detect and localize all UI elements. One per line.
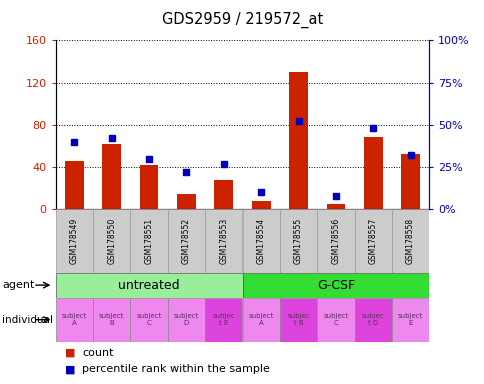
Bar xyxy=(400,154,419,209)
Bar xyxy=(251,201,270,209)
Text: count: count xyxy=(82,348,114,358)
Bar xyxy=(317,209,354,273)
Text: untreated: untreated xyxy=(118,279,180,291)
Text: GSM178553: GSM178553 xyxy=(219,218,228,264)
Text: GSM178551: GSM178551 xyxy=(144,218,153,264)
Text: GDS2959 / 219572_at: GDS2959 / 219572_at xyxy=(162,12,322,28)
Text: ■: ■ xyxy=(65,348,76,358)
Bar xyxy=(354,298,391,342)
Bar xyxy=(242,298,279,342)
Bar xyxy=(391,298,428,342)
Text: subject
D: subject D xyxy=(173,313,199,326)
Point xyxy=(71,139,78,145)
Text: GSM178549: GSM178549 xyxy=(70,218,79,264)
Text: subject
A: subject A xyxy=(248,313,273,326)
Text: GSM178552: GSM178552 xyxy=(182,218,191,264)
Bar xyxy=(214,180,233,209)
Bar xyxy=(65,161,84,209)
Text: subject
B: subject B xyxy=(99,313,124,326)
Bar xyxy=(326,204,345,209)
Text: GSM178556: GSM178556 xyxy=(331,218,340,264)
Bar xyxy=(56,273,242,298)
Bar xyxy=(177,194,196,209)
Text: GSM178554: GSM178554 xyxy=(256,218,265,264)
Text: subjec
t D: subjec t D xyxy=(361,313,384,326)
Bar xyxy=(167,209,205,273)
Bar xyxy=(242,209,279,273)
Text: subject
C: subject C xyxy=(322,313,348,326)
Bar xyxy=(139,165,158,209)
Bar xyxy=(130,209,167,273)
Point xyxy=(145,156,153,162)
Text: ■: ■ xyxy=(65,364,76,374)
Bar xyxy=(130,298,167,342)
Bar xyxy=(93,209,130,273)
Point xyxy=(294,118,302,124)
Bar xyxy=(279,298,317,342)
Text: subject
A: subject A xyxy=(61,313,87,326)
Bar xyxy=(56,298,93,342)
Bar xyxy=(354,209,391,273)
Text: subject
E: subject E xyxy=(397,313,423,326)
Bar xyxy=(167,298,205,342)
Bar xyxy=(205,298,242,342)
Text: G-CSF: G-CSF xyxy=(316,279,354,291)
Bar xyxy=(279,209,317,273)
Text: GSM178555: GSM178555 xyxy=(293,218,302,264)
Bar xyxy=(102,144,121,209)
Text: subject
C: subject C xyxy=(136,313,162,326)
Point xyxy=(182,169,190,175)
Point xyxy=(257,189,265,195)
Bar xyxy=(363,137,382,209)
Bar xyxy=(288,72,307,209)
Bar xyxy=(391,209,428,273)
Point xyxy=(219,161,227,167)
Text: GSM178550: GSM178550 xyxy=(107,218,116,264)
Text: GSM178558: GSM178558 xyxy=(405,218,414,264)
Text: percentile rank within the sample: percentile rank within the sample xyxy=(82,364,270,374)
Point xyxy=(331,193,339,199)
Text: subjec
t E: subjec t E xyxy=(212,313,235,326)
Point xyxy=(369,125,377,131)
Text: individual: individual xyxy=(2,314,53,325)
Text: agent: agent xyxy=(2,280,35,290)
Bar xyxy=(242,273,428,298)
Point xyxy=(406,152,413,158)
Point xyxy=(107,135,115,141)
Bar xyxy=(317,298,354,342)
Text: subjec
t B: subjec t B xyxy=(287,313,309,326)
Bar xyxy=(205,209,242,273)
Text: GSM178557: GSM178557 xyxy=(368,218,377,264)
Bar xyxy=(56,209,93,273)
Bar xyxy=(93,298,130,342)
